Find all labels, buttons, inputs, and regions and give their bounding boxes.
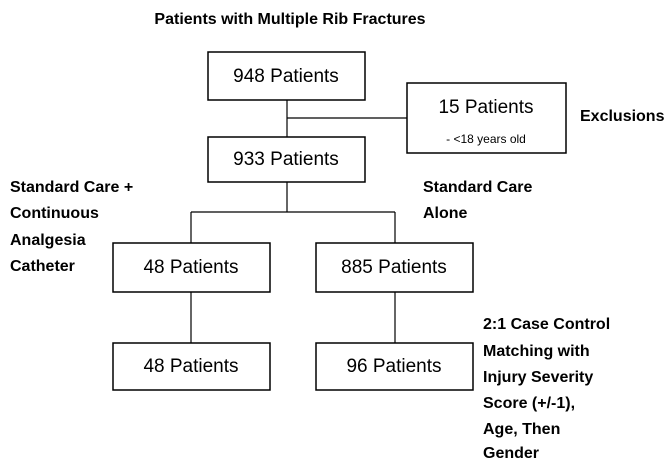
annotation: Analgesia — [10, 232, 86, 249]
node-box — [406, 82, 567, 154]
node-label: 948 Patients — [233, 66, 339, 87]
annotation: Alone — [423, 205, 468, 222]
annotation: Age, Then — [483, 421, 560, 438]
annotation: Matching with — [483, 343, 590, 360]
node-label: 933 Patients — [233, 149, 339, 170]
node-box — [207, 51, 366, 101]
annotation: Exclusions — [580, 108, 665, 125]
node-box — [207, 136, 366, 183]
node-label: 96 Patients — [346, 356, 441, 377]
node-box — [112, 342, 271, 391]
node-label: 885 Patients — [341, 257, 447, 278]
node-box — [112, 242, 271, 293]
node-note: - <18 years old — [446, 132, 526, 146]
annotation: 2:1 Case Control — [483, 316, 610, 333]
annotation: Injury Severity — [483, 369, 593, 386]
annotation: Catheter — [10, 258, 75, 275]
annotation: Score (+/-1), — [483, 395, 575, 412]
annotation: Standard Care — [423, 179, 532, 196]
node-label: 48 Patients — [143, 257, 238, 278]
annotation: Continuous — [10, 205, 99, 222]
annotation: Gender — [483, 445, 539, 462]
node-label: 48 Patients — [143, 356, 238, 377]
node-box — [315, 242, 474, 293]
annotation: Standard Care + — [10, 179, 133, 196]
node-label: 15 Patients — [438, 97, 533, 118]
title: Patients with Multiple Rib Fractures — [154, 11, 425, 28]
node-box — [315, 342, 474, 391]
